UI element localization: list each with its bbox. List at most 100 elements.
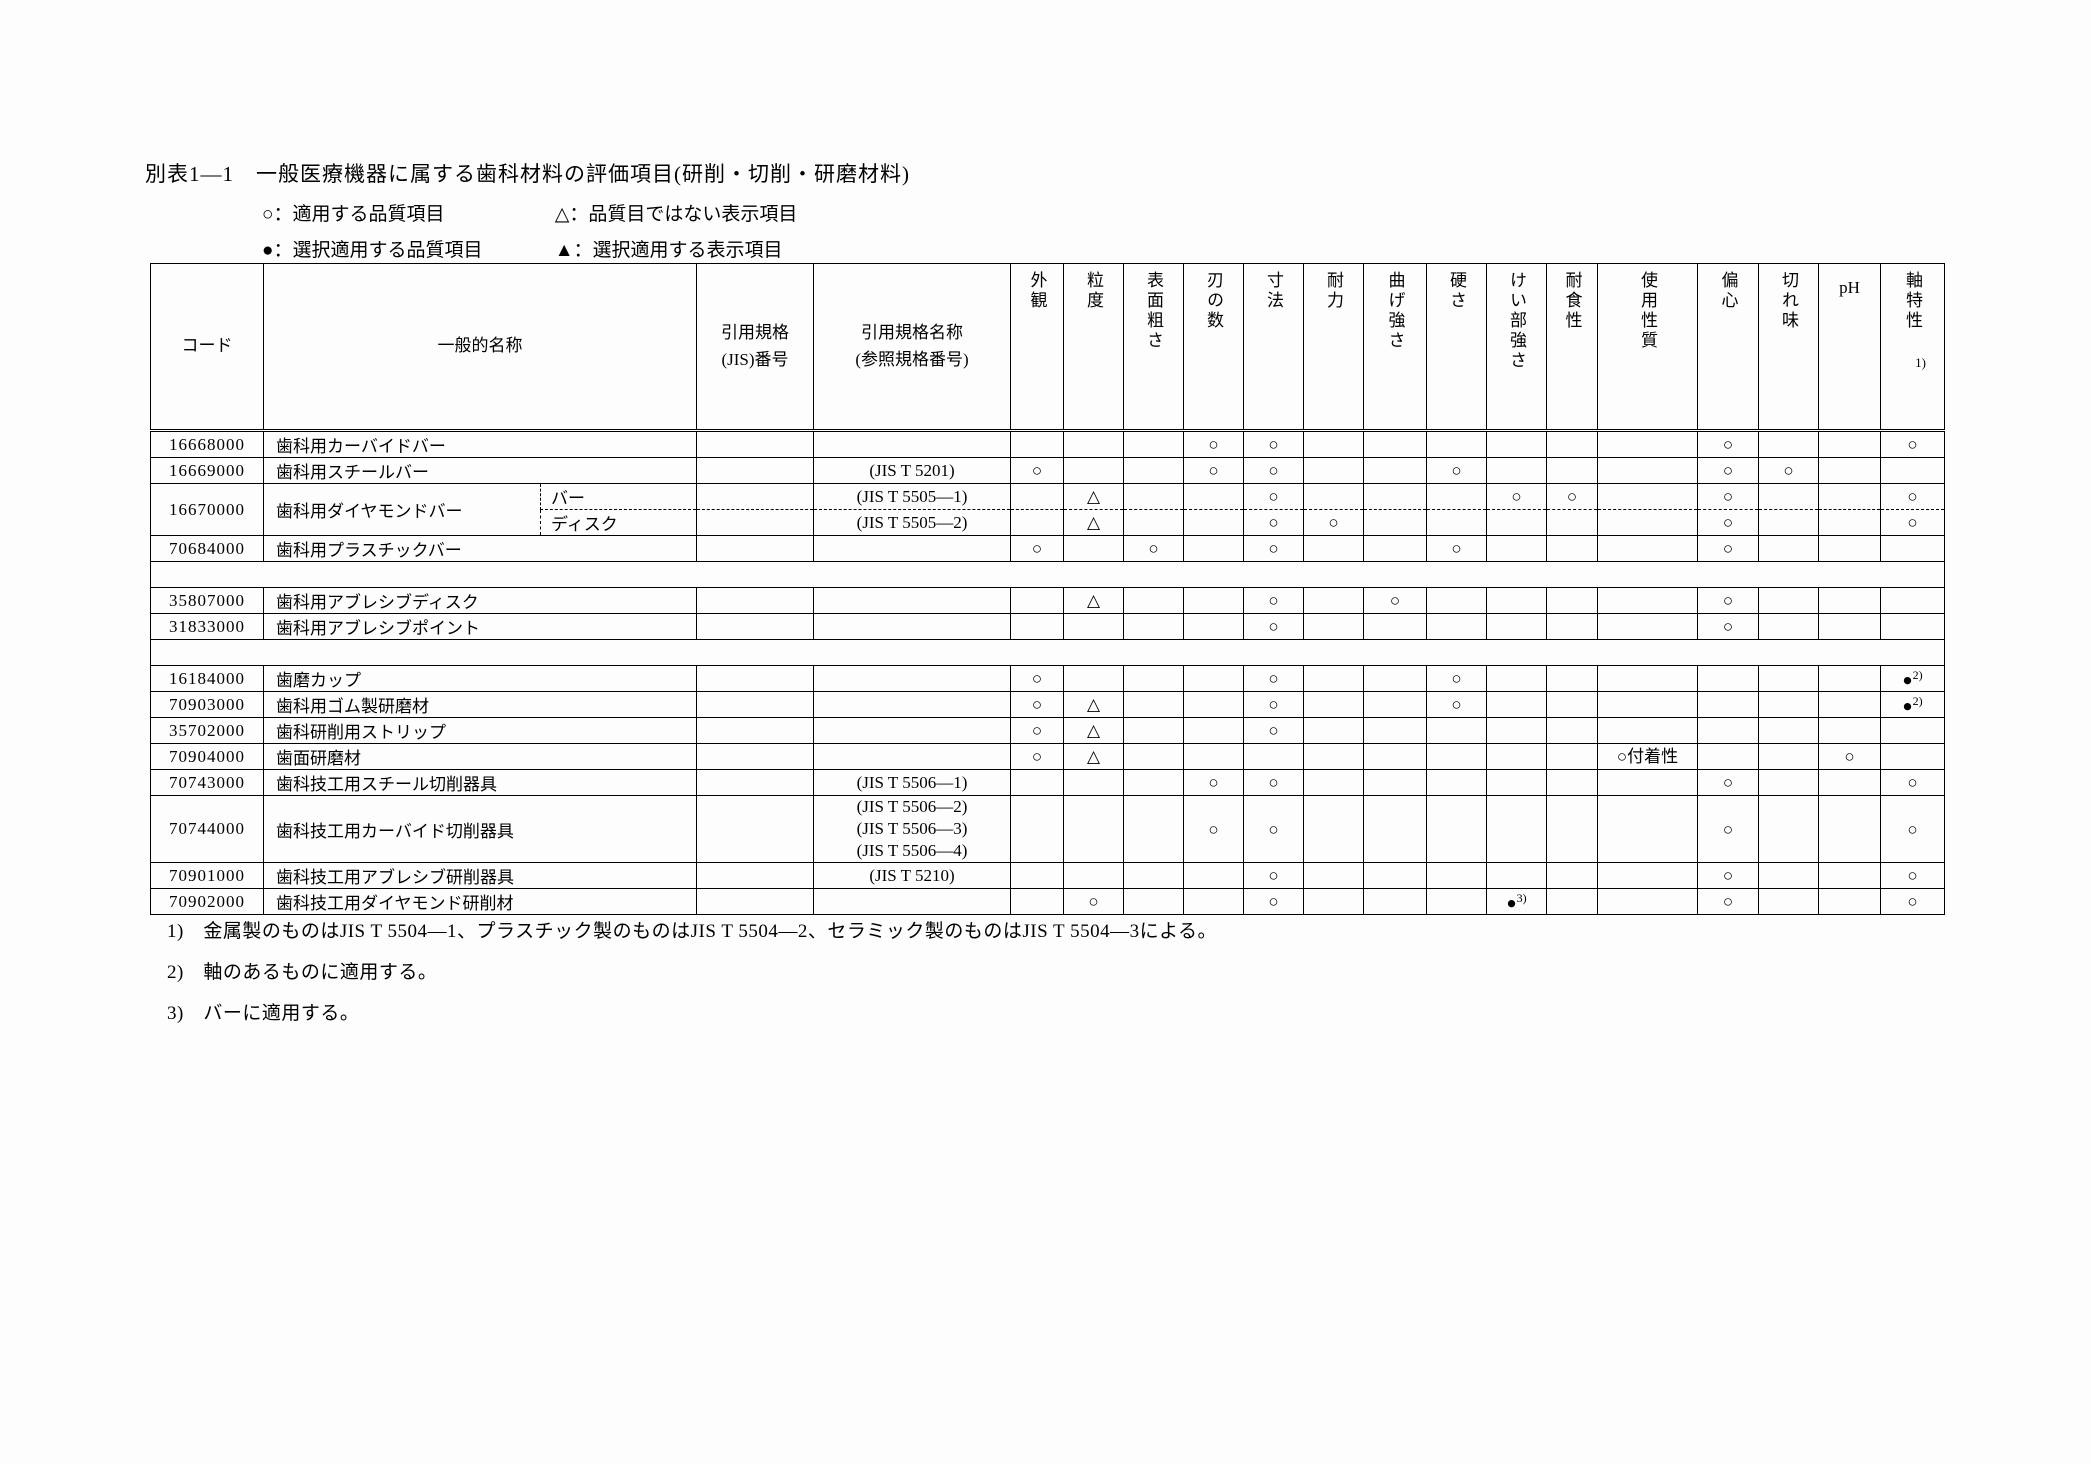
separator-row xyxy=(150,639,1945,666)
mark-cell xyxy=(1546,665,1598,692)
mark-cell xyxy=(1303,795,1364,863)
code-cell: 70744000 xyxy=(150,795,264,863)
mark-cell: ○ xyxy=(1010,457,1064,484)
name-cell: 歯科用アブレシブディスク xyxy=(263,587,697,614)
mark-cell xyxy=(1486,665,1547,692)
mark-cell xyxy=(1426,483,1487,510)
mark-cell xyxy=(1597,769,1698,796)
mark-cell: ○ xyxy=(1243,665,1304,692)
mark-cell xyxy=(1880,535,1945,562)
mark-cell: ○ xyxy=(1010,535,1064,562)
mark-cell xyxy=(1123,430,1184,458)
mark-cell xyxy=(1818,888,1881,915)
mark-cell: △ xyxy=(1063,483,1124,510)
col-header-jis-number: 引用規格 (JIS)番号 xyxy=(696,263,814,432)
table-row: 70903000 歯科用ゴム製研磨材 ○ △ ○ ○ ●2) xyxy=(150,691,1945,718)
mark-cell xyxy=(1597,509,1698,536)
separator-row xyxy=(150,561,1945,588)
mark-cell: ○ xyxy=(1426,665,1487,692)
jis-name-cell xyxy=(813,665,1011,692)
mark-cell xyxy=(1546,795,1598,863)
mark-cell: ○ xyxy=(1243,888,1304,915)
mark-cell xyxy=(1010,862,1064,889)
mark-cell xyxy=(1010,587,1064,614)
mark-cell xyxy=(1063,769,1124,796)
mark-cell: ○ xyxy=(1697,888,1759,915)
mark-cell xyxy=(1597,665,1698,692)
mark-cell xyxy=(1426,769,1487,796)
jis-name-cell xyxy=(813,691,1011,718)
page-title: 別表1―1 一般医療機器に属する歯科材料の評価項目(研削・切削・研磨材料) xyxy=(145,162,910,186)
legend-item-circle: ○：適用する品質項目 xyxy=(262,204,445,225)
mark-cell: ●3) xyxy=(1486,888,1547,915)
mark-cell: ○ xyxy=(1243,483,1304,510)
code-cell: 16184000 xyxy=(150,665,264,692)
col-header-label: 耐食性 xyxy=(1562,271,1582,331)
mark-cell xyxy=(1363,613,1427,640)
col-header-shiyo-seishitsu: 使用性質 xyxy=(1597,263,1698,432)
mark-cell xyxy=(1363,691,1427,718)
col-header-gaikan: 外観 xyxy=(1010,263,1064,432)
mark-cell xyxy=(1597,483,1698,510)
mark-cell xyxy=(1183,743,1244,770)
mark-cell: ○ xyxy=(1063,888,1124,915)
mark-cell xyxy=(1818,457,1881,484)
col-header-hyomen-arasa: 表面粗さ xyxy=(1123,263,1184,432)
table-row: 35702000 歯科研削用ストリップ ○ △ ○ xyxy=(150,717,1945,744)
jis-number-cell xyxy=(696,535,814,562)
mark-cell xyxy=(1697,691,1759,718)
mark-cell xyxy=(1697,743,1759,770)
table-row: 70902000 歯科技工用ダイヤモンド研削材 ○ ○ ●3) ○ ○ xyxy=(150,888,1945,915)
mark-cell: ○ xyxy=(1243,613,1304,640)
jis-number-cell xyxy=(696,483,814,510)
mark-cell xyxy=(1818,665,1881,692)
mark-cell: ○ xyxy=(1183,430,1244,458)
mark-cell xyxy=(1426,717,1487,744)
name-cell: 歯科用スチールバー xyxy=(263,457,697,484)
mark-cell xyxy=(1758,483,1819,510)
jis-name-cell: (JIS T 5201) xyxy=(813,457,1011,484)
sub-name-cell: ディスク xyxy=(540,509,697,536)
mark-cell: ○付着性 xyxy=(1597,743,1698,770)
mark-cell: ○ xyxy=(1426,457,1487,484)
mark-cell xyxy=(1486,535,1547,562)
mark-footnote-ref: 2) xyxy=(1912,693,1923,708)
mark-cell xyxy=(1486,430,1547,458)
legend-item-filled-circle: ●：選択適用する品質項目 xyxy=(262,240,483,261)
mark-cell xyxy=(1758,769,1819,796)
mark-cell xyxy=(1063,535,1124,562)
code-cell: 35702000 xyxy=(150,717,264,744)
mark-cell xyxy=(1010,509,1064,536)
evaluation-table: コード 一般的名称 引用規格 (JIS)番号 引用規格名称 (参照規格番号) 外… xyxy=(150,263,1945,915)
mark-cell xyxy=(1818,862,1881,889)
mark-cell: ○ xyxy=(1697,795,1759,863)
mark-cell: △ xyxy=(1063,509,1124,536)
mark-cell: ○ xyxy=(1880,769,1945,796)
mark-cell xyxy=(1303,769,1364,796)
table-row: 70901000 歯科技工用アブレシブ研削器具 (JIS T 5210) ○ ○ ○ xyxy=(150,862,1945,889)
jis-number-cell xyxy=(696,430,814,458)
mark-cell: ○ xyxy=(1010,665,1064,692)
footnotes: 1) 金属製のものはJIS T 5504―1、プラスチック製のものはJIS T … xyxy=(167,916,1217,1039)
mark-cell: ○ xyxy=(1697,613,1759,640)
mark-cell xyxy=(1546,613,1598,640)
mark-cell: ○ xyxy=(1243,717,1304,744)
mark-cell: ○ xyxy=(1183,769,1244,796)
legend: ○：適用する品質項目 △：品質目ではない表示項目 ●：選択適用する品質項目 ▲：… xyxy=(262,197,797,269)
mark-cell xyxy=(1243,743,1304,770)
mark-cell: ○ xyxy=(1486,483,1547,510)
mark-cell xyxy=(1063,613,1124,640)
mark-cell xyxy=(1486,743,1547,770)
mark-cell xyxy=(1363,743,1427,770)
mark-cell xyxy=(1486,691,1547,718)
mark-cell xyxy=(1183,613,1244,640)
mark-cell xyxy=(1546,717,1598,744)
mark-cell: ○ xyxy=(1697,862,1759,889)
mark-cell xyxy=(1758,587,1819,614)
mark-cell xyxy=(1303,587,1364,614)
mark-cell xyxy=(1183,717,1244,744)
mark-cell xyxy=(1303,457,1364,484)
legend-row: ○：適用する品質項目 △：品質目ではない表示項目 xyxy=(262,197,797,233)
code-cell: 70743000 xyxy=(150,769,264,796)
mark-cell xyxy=(1818,769,1881,796)
